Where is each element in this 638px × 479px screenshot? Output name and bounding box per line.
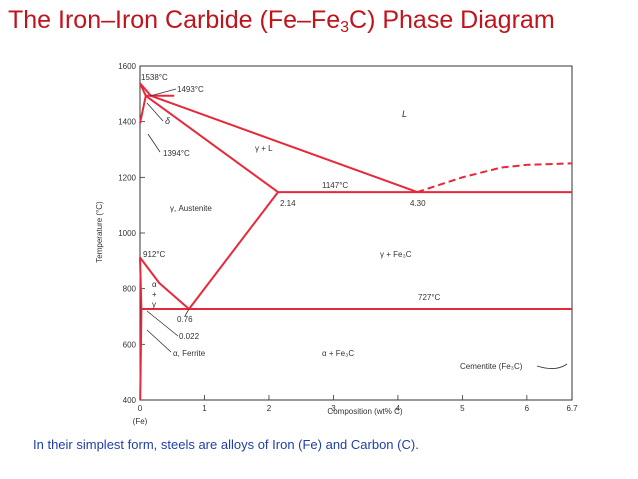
label-1394: 1394°C [163,149,190,158]
region-delta: δ [165,116,171,126]
phase-line-acm-line [188,191,279,310]
label-1147: 1147°C [322,181,348,190]
label-0-022: 0.022 [179,332,200,341]
region-alpha: α [152,280,157,289]
y-tick-label: 600 [123,340,137,349]
region-gamma: γ [152,300,156,309]
phase-line-delta-boundary-top [139,82,147,97]
y-tick-label: 400 [123,396,137,405]
region-liquid: L [402,109,407,119]
leader-delta [146,102,164,122]
label-2-14: 2.14 [280,199,296,208]
slide-title: The Iron–Iron Carbide (Fe–Fe3C) Phase Di… [8,6,555,37]
x-axis-label: Composition (wt% C) [327,407,402,416]
phase-line-ferrite-solvus [139,308,143,401]
title-prefix: The Iron–Iron Carbide (Fe–Fe [8,6,341,34]
region-ferrite: α, Ferrite [173,349,206,358]
label-727: 727°C [418,293,441,302]
x-tick-label: 0 [138,404,143,413]
title-subscript: 3 [340,19,350,36]
phase-line-ferrite-gamma-boundary [139,257,143,310]
leader-0-022 [146,310,179,337]
x-tick-label: 6 [525,404,530,413]
label-0-76: 0.76 [177,315,193,324]
leader-cementite [536,363,568,369]
y-tick-label: 1600 [118,62,136,71]
title-suffix: C) Phase Diagram [349,6,555,34]
x-tick-label: 5 [460,404,465,413]
x-tick-label: 3 [331,404,336,413]
phase-line-delta-boundary-bottom [139,95,147,124]
region-plus: + [152,290,157,299]
leader-1493 [149,88,177,97]
leader-1394 [147,133,161,153]
x-tick-label: 6.7 [566,404,578,413]
region-cementite: Cementite (Fe₃C) [460,362,523,371]
phase-line-solidus-austenite [145,94,279,193]
y-tick-label: 1400 [118,118,136,127]
x-axis-end-label: (Fe) [133,417,148,426]
leader-lines [146,88,568,369]
leader-0-76 [184,308,190,317]
caption: In their simplest form, steels are alloy… [33,437,419,452]
label-1538: 1538°C [141,73,168,82]
region-austenite: γ, Austenite [170,204,212,213]
label-1493: 1493°C [177,85,204,94]
y-tick-label: 1000 [118,229,136,238]
x-tick-label: 2 [267,404,272,413]
label-912: 912°C [143,250,166,259]
region-alpha-cementite: α + Fe₃C [322,349,354,358]
phase-line-liquidus-left [139,82,418,194]
x-tick-label: 4 [396,404,401,413]
phase-line-liquidus-right [416,162,573,194]
y-axis-label: Temperature (°C) [95,201,104,263]
x-tick-label: 1 [202,404,207,413]
region-gamma-cementite: γ + Fe₃C [380,250,412,259]
label-4-30: 4.30 [410,199,426,208]
leader-ferrite [146,329,172,353]
phase-lines [139,82,573,401]
axis-ticks: 0 1 2 3 4 5 6 6.7 400 600 800 1000 1200 1400 1600 [118,62,578,413]
y-tick-label: 1200 [118,173,136,182]
region-gamma-liquid: γ + L [255,144,273,153]
phase-line-a3-line [139,256,190,310]
y-tick-label: 800 [123,285,137,294]
